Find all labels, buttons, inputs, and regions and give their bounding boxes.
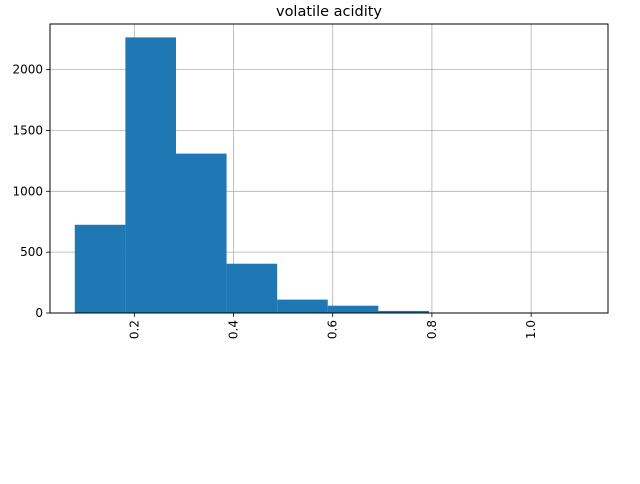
histogram-bar-2 <box>125 37 176 313</box>
x-tick-label: 1.0 <box>524 320 538 339</box>
y-tick-label: 1000 <box>12 184 43 198</box>
chart-title: volatile acidity <box>276 4 382 20</box>
y-tick-label: 0 <box>35 306 43 320</box>
x-tick-label: 0.8 <box>425 320 439 339</box>
histogram-bar-1 <box>75 225 126 313</box>
y-tick-label: 2000 <box>12 63 43 77</box>
histogram-bar-4 <box>227 264 278 313</box>
x-axis-ticks: 0.2 0.4 0.6 0.8 1.0 <box>127 313 538 339</box>
histogram-bar-3 <box>176 154 227 313</box>
x-tick-label: 0.4 <box>227 320 241 339</box>
histogram-bars <box>75 37 581 313</box>
x-tick-label: 0.2 <box>127 320 141 339</box>
y-tick-label: 500 <box>20 245 43 259</box>
x-tick-label: 0.6 <box>326 320 340 339</box>
y-axis-ticks: 0 500 1000 1500 2000 <box>12 63 50 320</box>
histogram-bar-5 <box>277 300 328 313</box>
y-tick-label: 1500 <box>12 123 43 137</box>
histogram-bar-6 <box>328 306 379 313</box>
